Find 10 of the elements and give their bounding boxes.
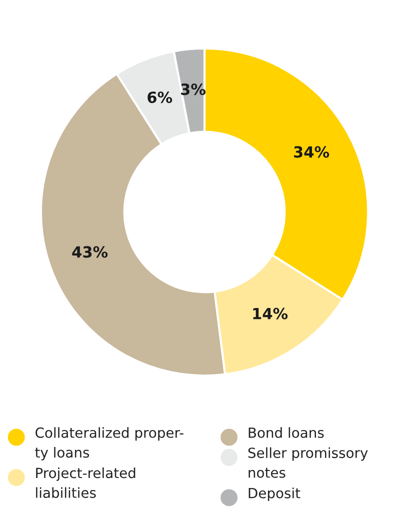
legend-label: Seller promissory notes	[248, 447, 368, 478]
data-label: 6%	[148, 92, 172, 104]
data-label: 3%	[181, 84, 206, 96]
data-label: 14%	[253, 308, 288, 320]
legend-label: Bond loans	[248, 427, 324, 438]
legend-label: Project-related liabilities	[36, 467, 136, 498]
data-label: 34%	[294, 146, 330, 158]
legend-label: Deposit	[248, 488, 300, 502]
data-label: 43%	[72, 246, 108, 258]
legend-label: Collateralized proper- ty loans	[35, 427, 184, 460]
